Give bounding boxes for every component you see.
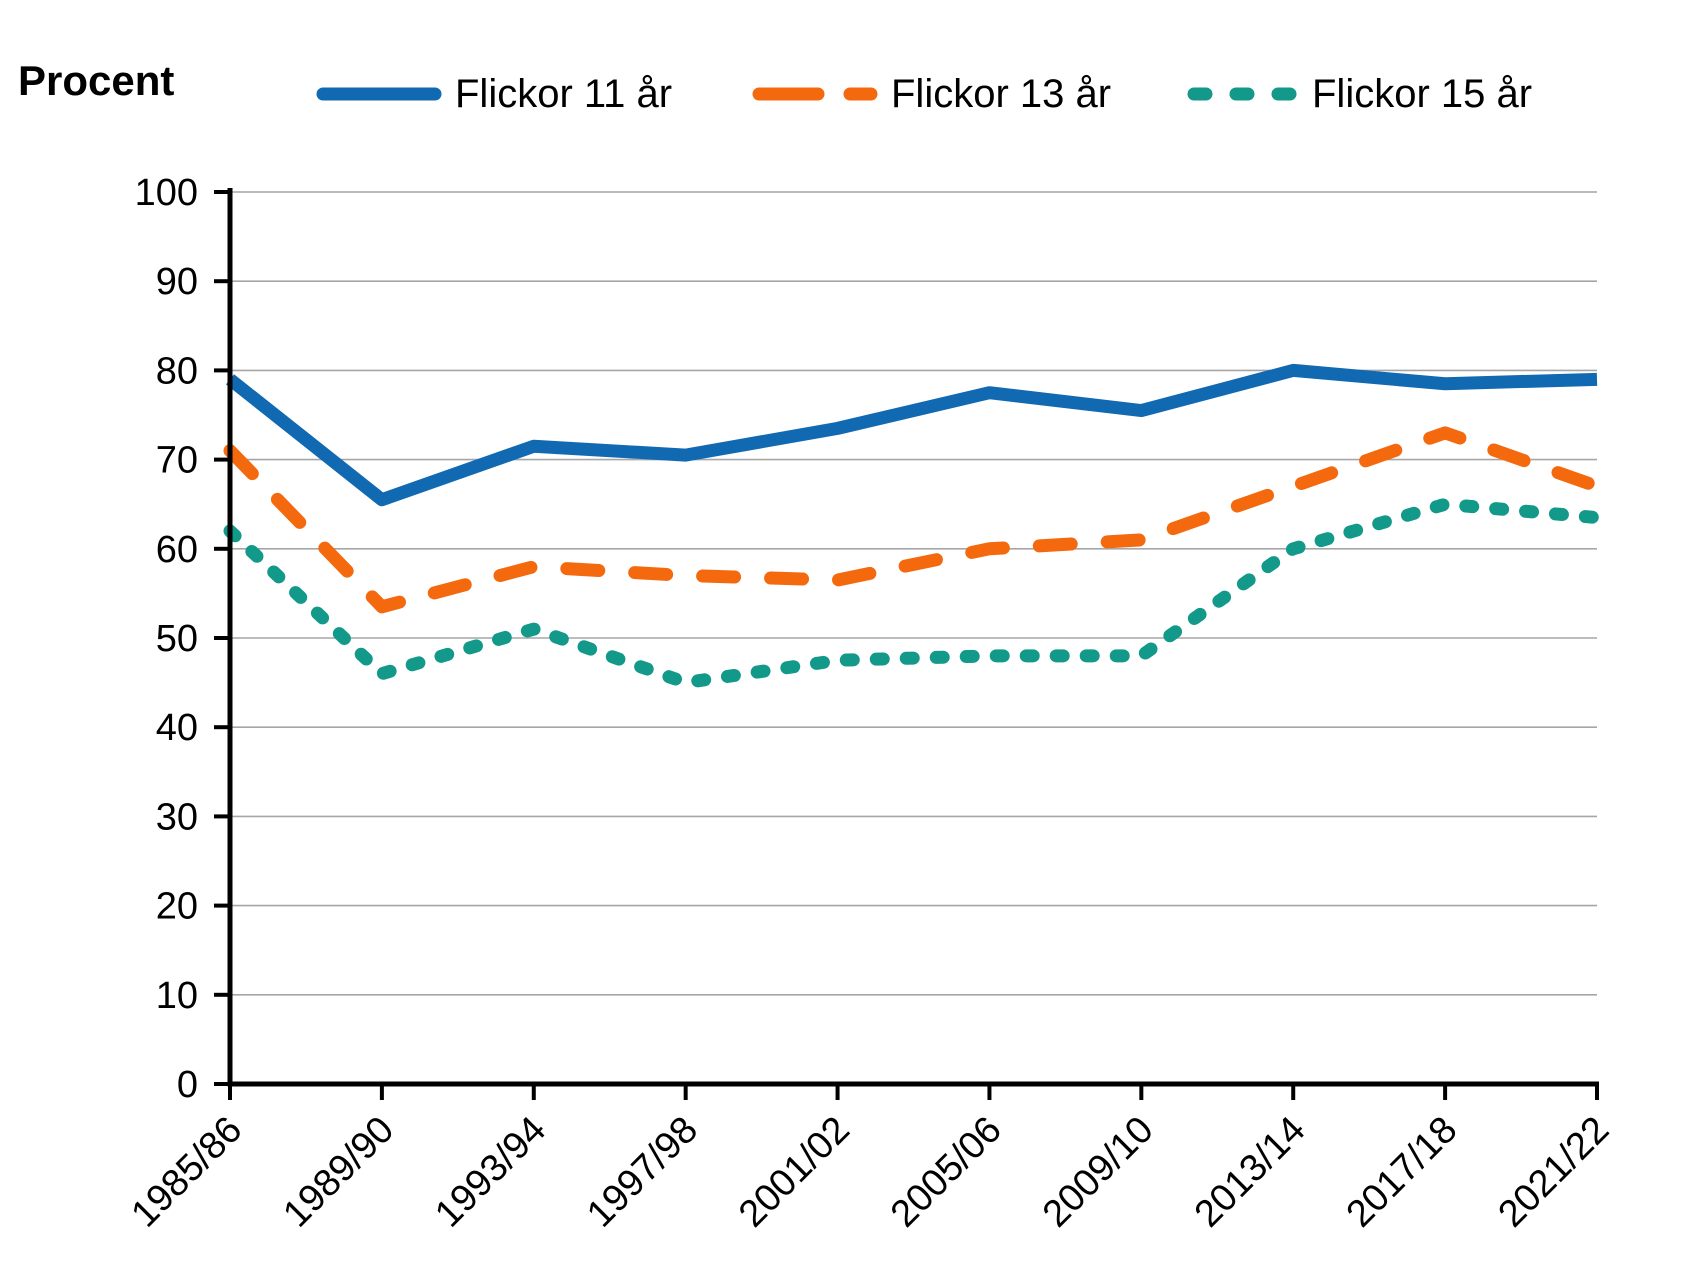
y-axis-title: Procent	[18, 57, 175, 104]
x-tick-label: 2009/10	[1035, 1109, 1162, 1236]
legend-item-label: Flickor 11 år	[455, 71, 673, 116]
legend-item-flickor-13: Flickor 13 år	[752, 68, 1111, 120]
y-tick-label: 20	[156, 886, 198, 928]
series-line-flickor-11-år	[225, 363, 1598, 507]
legend-line-sample-long-dash-icon	[752, 87, 878, 101]
legend-item-label: Flickor 13 år	[891, 71, 1112, 116]
legend-line-sample-solid-icon	[316, 87, 442, 101]
legend-line-sample-short-dash-icon	[1187, 87, 1299, 101]
y-tick-label: 10	[156, 975, 198, 1017]
legend-item-label: Flickor 15 år	[1312, 71, 1533, 116]
x-tick-label: 1993/94	[427, 1109, 554, 1236]
y-tick-label: 90	[156, 261, 198, 303]
x-tick-label: 1997/98	[579, 1109, 706, 1236]
legend-item-flickor-11: Flickor 11 år	[316, 68, 672, 120]
legend-item-flickor-15: Flickor 15 år	[1187, 68, 1532, 120]
y-tick-label: 80	[156, 350, 198, 392]
x-tick-label: 2001/02	[731, 1109, 858, 1236]
y-tick-label: 50	[156, 618, 198, 660]
x-tick-label: 1985/86	[124, 1109, 251, 1236]
y-tick-label: 100	[135, 172, 198, 214]
x-tick-label: 2005/06	[883, 1109, 1010, 1236]
series-line-flickor-15-år	[223, 497, 1604, 690]
y-tick-label: 70	[156, 440, 198, 482]
x-tick-label: 1989/90	[275, 1109, 402, 1236]
x-tick-label: 2013/14	[1187, 1109, 1314, 1236]
y-tick-label: 30	[156, 796, 198, 838]
y-tick-label: 0	[177, 1064, 198, 1106]
y-tick-label: 40	[156, 707, 198, 749]
x-tick-label: 2021/22	[1491, 1109, 1618, 1236]
series-line-flickor-13-år	[223, 426, 1604, 614]
y-tick-label: 60	[156, 529, 198, 571]
x-tick-label: 2017/18	[1339, 1109, 1466, 1236]
